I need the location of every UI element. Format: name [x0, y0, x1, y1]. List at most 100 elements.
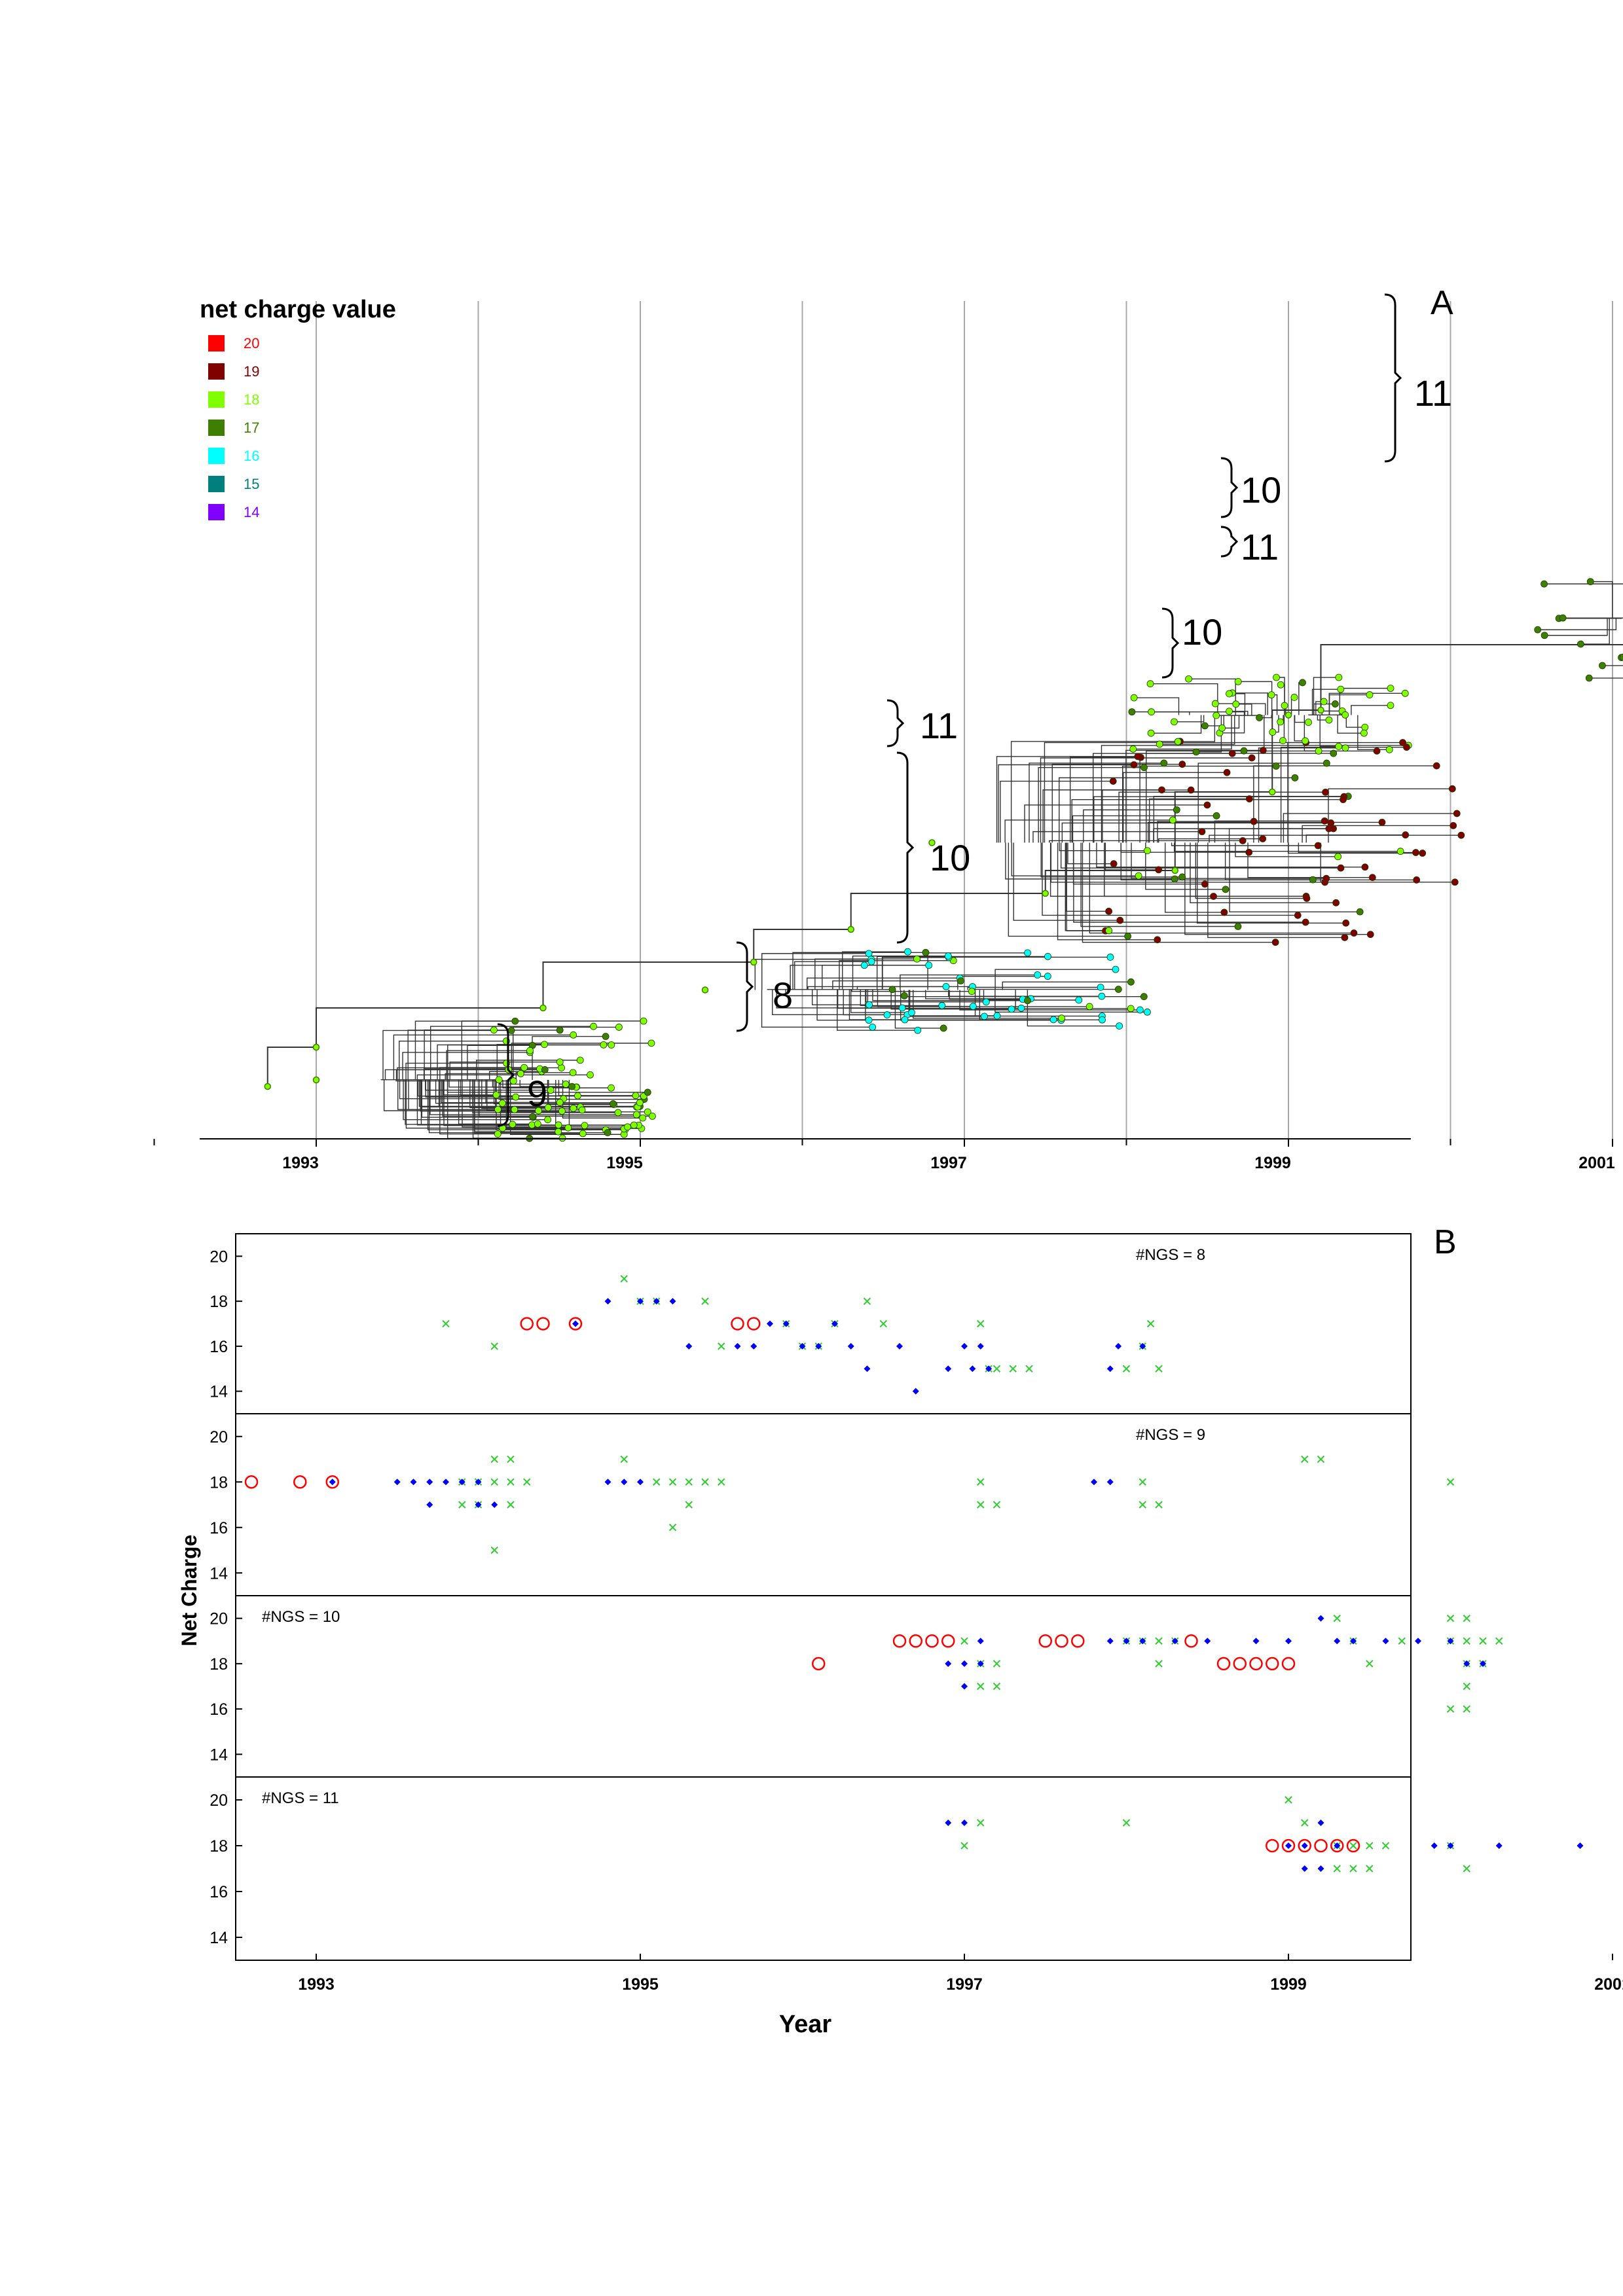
- tree-branch: [1134, 697, 1180, 715]
- tree-branch: [1563, 617, 1623, 619]
- cross-marker: [1495, 1637, 1503, 1645]
- tree-tip: [541, 1041, 548, 1049]
- tree-branch: [449, 1061, 560, 1080]
- tree-tip: [1185, 675, 1192, 683]
- tree-tip: [544, 1116, 552, 1124]
- diamond-marker: [621, 1479, 628, 1486]
- tree-tip: [1299, 679, 1306, 687]
- tree-branch: [1051, 763, 1182, 843]
- tree-branch: [1080, 842, 1238, 927]
- y-tick-label: 20: [210, 1791, 228, 1810]
- diamond-marker: [1431, 1842, 1438, 1849]
- circle-marker: [1298, 1839, 1311, 1853]
- tree-branch: [1065, 842, 1109, 931]
- tree-branch: [882, 957, 949, 990]
- tree-tip: [644, 1108, 651, 1116]
- tree-tip: [1413, 876, 1421, 884]
- tree-tip: [490, 1026, 498, 1034]
- diamond-marker: [767, 1320, 773, 1327]
- tree-tip: [1360, 729, 1368, 737]
- clade-bracket: [1384, 293, 1402, 463]
- cross-marker: [458, 1501, 466, 1509]
- tree-tip: [1075, 996, 1083, 1004]
- tree-tip: [1213, 812, 1220, 819]
- diamond-marker: [750, 1342, 757, 1350]
- tree-branch: [876, 956, 1048, 990]
- backbone-node: [1317, 706, 1324, 714]
- tree-branch: [866, 990, 987, 1003]
- tree-tip: [495, 1076, 503, 1084]
- tree-branch: [1072, 842, 1205, 885]
- tree-tip: [1366, 691, 1374, 698]
- diamond-marker: [945, 1365, 952, 1372]
- tree-tip: [981, 1013, 988, 1020]
- circle-marker: [293, 1475, 307, 1489]
- diamond-marker: [977, 1638, 984, 1645]
- y-tick-label: 16: [210, 1883, 228, 1901]
- tree-branch: [1197, 842, 1346, 924]
- tree-tip: [608, 1084, 615, 1092]
- tree-branch: [442, 1080, 653, 1117]
- tree-tip: [1097, 984, 1104, 991]
- tree-tip: [1322, 874, 1330, 882]
- cross-marker: [685, 1501, 693, 1509]
- tree-tip: [1192, 748, 1200, 756]
- circle-marker: [325, 1475, 339, 1489]
- diamond-marker: [1317, 1865, 1324, 1872]
- tree-tip: [939, 1024, 947, 1032]
- tree-tip: [1201, 722, 1209, 730]
- tree-tip: [1290, 694, 1298, 701]
- tree-tip: [968, 988, 976, 996]
- backbone-branch: [266, 1047, 316, 1086]
- tree-branch: [1083, 809, 1177, 843]
- scatter-subplot: 14 16 18 20 #NGS = 11: [210, 1776, 1584, 1961]
- diamond-marker: [1495, 1842, 1503, 1849]
- tree-tip: [1541, 580, 1548, 588]
- tree-tip: [913, 955, 921, 963]
- cross-marker: [1446, 1705, 1455, 1713]
- tree-tip: [558, 1064, 565, 1071]
- circle-marker: [909, 1634, 922, 1648]
- tree-branch: [850, 990, 912, 1013]
- tree-tip: [630, 1121, 638, 1129]
- tree-branch: [1209, 834, 1461, 843]
- tree-tip: [600, 1041, 608, 1049]
- tree-branch: [405, 1080, 503, 1129]
- cross-marker: [1146, 1319, 1155, 1328]
- tree-branch: [414, 1020, 515, 1080]
- cross-marker: [507, 1455, 515, 1463]
- diamond-marker: [734, 1342, 741, 1350]
- tree-branch: [967, 986, 1101, 990]
- tree-branch: [811, 990, 869, 1005]
- tree-tip: [1291, 774, 1299, 781]
- tree-tip: [1129, 745, 1137, 753]
- diamond-marker: [426, 1501, 433, 1508]
- cross-marker: [1366, 1865, 1374, 1873]
- cross-marker: [490, 1455, 498, 1463]
- tree-branch: [1195, 842, 1307, 899]
- tree-tip: [1245, 795, 1253, 802]
- tree-branch: [1235, 704, 1252, 715]
- tree-tip: [558, 1134, 566, 1142]
- tree-tip: [1124, 933, 1132, 940]
- circle-marker: [1184, 1634, 1198, 1648]
- tree-branch: [1190, 842, 1336, 904]
- tree-tip: [526, 1047, 534, 1054]
- y-tick-label: 18: [210, 1473, 228, 1492]
- diamond-marker: [1382, 1638, 1389, 1645]
- tree-tip: [1327, 819, 1335, 827]
- bracket-label: 10: [1182, 611, 1222, 653]
- cross-marker: [977, 1319, 985, 1328]
- clade-subtree: [1537, 581, 1623, 679]
- subplot-label: #NGS = 11: [262, 1789, 339, 1807]
- tree-tip: [1116, 1022, 1123, 1030]
- tree-tip: [898, 1004, 906, 1012]
- tree-tip: [1335, 673, 1343, 681]
- tree-branch: [1093, 796, 1344, 843]
- tree-branch: [1313, 677, 1339, 715]
- tree-tip: [492, 1091, 500, 1099]
- tree-branch: [1259, 715, 1272, 719]
- tree-tip: [610, 1100, 617, 1107]
- tree-branch: [1145, 842, 1226, 890]
- diamond-marker: [977, 1660, 984, 1667]
